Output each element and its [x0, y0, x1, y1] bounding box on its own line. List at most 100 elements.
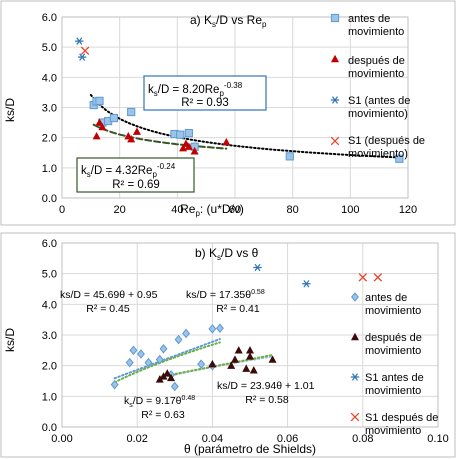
legend-swatch-2: [350, 373, 360, 381]
data-point-series-3: [373, 273, 383, 282]
data-point-series-1: [246, 352, 254, 360]
legend-label-antes: antes de movimiento: [365, 292, 421, 317]
legend-marker-despues: [331, 54, 339, 63]
data-point-series-0: [109, 113, 119, 123]
chart-a-y-axis-label: ks/D: [3, 98, 17, 122]
trendline-1: [92, 123, 228, 150]
trendline-1: [113, 341, 221, 384]
data-point-series-1: [242, 364, 251, 372]
y-tick-label: 5.0: [42, 269, 57, 281]
data-point-series-0: [144, 357, 153, 368]
data-point-series-0: [184, 129, 193, 138]
chart-b-title: b) Ks/D vs θ: [195, 246, 259, 262]
x-tick-label: 40: [171, 204, 183, 216]
data-point-series-1: [227, 361, 236, 369]
legend-label-s1-antes: S1 antes de movimiento: [365, 372, 424, 397]
legend-marker-s1-despues: [330, 136, 340, 146]
legend-swatch-0: [351, 292, 359, 302]
y-tick-label: 0.0: [42, 193, 57, 205]
data-point-series-3: [358, 273, 368, 282]
data-point-series-2: [253, 263, 262, 272]
chart-a-plot-area: [61, 16, 409, 199]
data-point-series-1: [222, 137, 231, 146]
chart-b-markers: [110, 263, 383, 392]
fit-r2-despues: R² = 0.69: [112, 179, 160, 191]
data-point-series-1: [98, 122, 107, 131]
legend-swatch-3: [350, 412, 360, 422]
data-point-series-2: [302, 280, 311, 288]
data-point-series-0: [155, 354, 164, 365]
x-tick-label: 0: [59, 204, 65, 216]
x-tick-label: 20: [114, 204, 126, 216]
data-point-series-1: [184, 142, 193, 150]
chart-b-frame: [0, 232, 456, 458]
legend-label-despues: después de movimiento: [348, 55, 405, 80]
fit-equation-power-despues: ks/D = 9.17θ0.48: [124, 395, 195, 409]
chart-b-tick-labels: 0.0 1.0 2.0 3.0 4.0 5.0 6.0 0.00 0.02 0.04 0.06 0.0…: [42, 238, 449, 445]
legend-marker-s1-despues: [350, 412, 360, 422]
legend-label-s1-antes: S1 (antes de movimiento): [348, 95, 410, 120]
legend-label-s1-despues: S1 después de movimiento: [365, 412, 438, 437]
y-tick-label: 2.0: [42, 361, 57, 373]
legend-label-antes: antes de movimiento: [348, 13, 404, 38]
fit-r2-power-despues: R² = 0.63: [141, 409, 185, 421]
chart-a-legend: antes de movimiento después de movimiento …: [330, 13, 425, 160]
data-point-series-2: [75, 37, 84, 45]
fit-equation-linear-antes: ks/D = 45.69θ + 0.95: [60, 289, 158, 301]
data-point-series-1: [95, 118, 104, 126]
fit-r2-antes: R² = 0.93: [181, 97, 229, 109]
data-point-series-1: [163, 369, 172, 377]
y-tick-label: 3.0: [42, 103, 57, 115]
data-point-series-3: [80, 46, 90, 56]
fit-equation-despues: ks/D = 4.32Rep-0.24: [81, 162, 176, 179]
legend-label-despues: después de movimiento: [365, 332, 422, 357]
chart-a-x-axis-label: Rep: (u*D/ν): [180, 202, 244, 218]
data-point-series-0: [395, 154, 404, 163]
data-point-series-0: [208, 324, 217, 334]
legend-marker-s1-antes: [330, 96, 340, 104]
data-point-series-0: [176, 130, 185, 139]
legend-marker-antes: [330, 13, 340, 23]
data-point-series-1: [234, 346, 243, 354]
legend-swatch-2: [330, 96, 340, 104]
chart-a-tick-labels: 0.0 1.0 2.0 3.0 4.0 5.0 6.0 0 20 40 60 80 100 120: [42, 12, 417, 216]
data-point-series-0: [125, 357, 134, 368]
legend-marker-antes: [351, 292, 359, 302]
data-point-series-0: [174, 334, 183, 345]
data-point-series-1: [230, 355, 239, 363]
y-tick-label: 0.0: [42, 422, 57, 434]
x-tick-label: 0.06: [277, 433, 298, 445]
x-tick-label: 0.08: [352, 433, 373, 445]
data-point-series-0: [137, 349, 145, 359]
legend-swatch-0: [330, 13, 340, 23]
x-tick-label: 80: [287, 204, 299, 216]
data-point-series-0: [95, 96, 104, 105]
fit-equation-antes: ks/D = 8.20Rep-0.38: [148, 81, 243, 98]
data-point-series-0: [110, 379, 119, 390]
legend-swatch-1: [331, 54, 339, 63]
chart-a-fit-label-antes: ks/D = 8.20Rep-0.38 R² = 0.93: [143, 75, 267, 111]
data-point-series-0: [215, 323, 224, 334]
data-point-series-1: [268, 355, 277, 363]
chart-ks-vs-rep: 0.0 1.0 2.0 3.0 4.0 5.0 6.0 0 20 40 60 80 100 120 a) …: [0, 0, 456, 226]
data-point-series-0: [170, 381, 179, 392]
y-tick-label: 3.0: [42, 330, 57, 342]
chart-a-title: a) Ks/D vs Rep: [190, 13, 267, 29]
chart-b-x-axis-label: θ (parámetro de Shields): [184, 442, 316, 456]
data-point-series-0: [159, 344, 168, 354]
trendline-3: [158, 353, 274, 378]
y-tick-label: 6.0: [42, 238, 57, 250]
legend-label-s1-despues: S1 (después de movimiento): [348, 135, 425, 160]
fit-equation-linear-despues: ks/D = 23.94θ + 1.01: [217, 380, 315, 392]
legend-marker-s1-antes: [350, 373, 360, 381]
y-tick-label: 2.0: [42, 133, 57, 145]
data-point-series-1: [249, 366, 258, 374]
data-point-series-0: [127, 107, 136, 117]
x-tick-label: 60: [229, 204, 241, 216]
data-point-series-1: [246, 346, 254, 354]
fit-r2-linear-despues: R² = 0.58: [245, 394, 289, 406]
trendline-0: [113, 338, 221, 380]
data-point-series-2: [77, 53, 87, 61]
y-tick-label: 1.0: [42, 391, 57, 403]
